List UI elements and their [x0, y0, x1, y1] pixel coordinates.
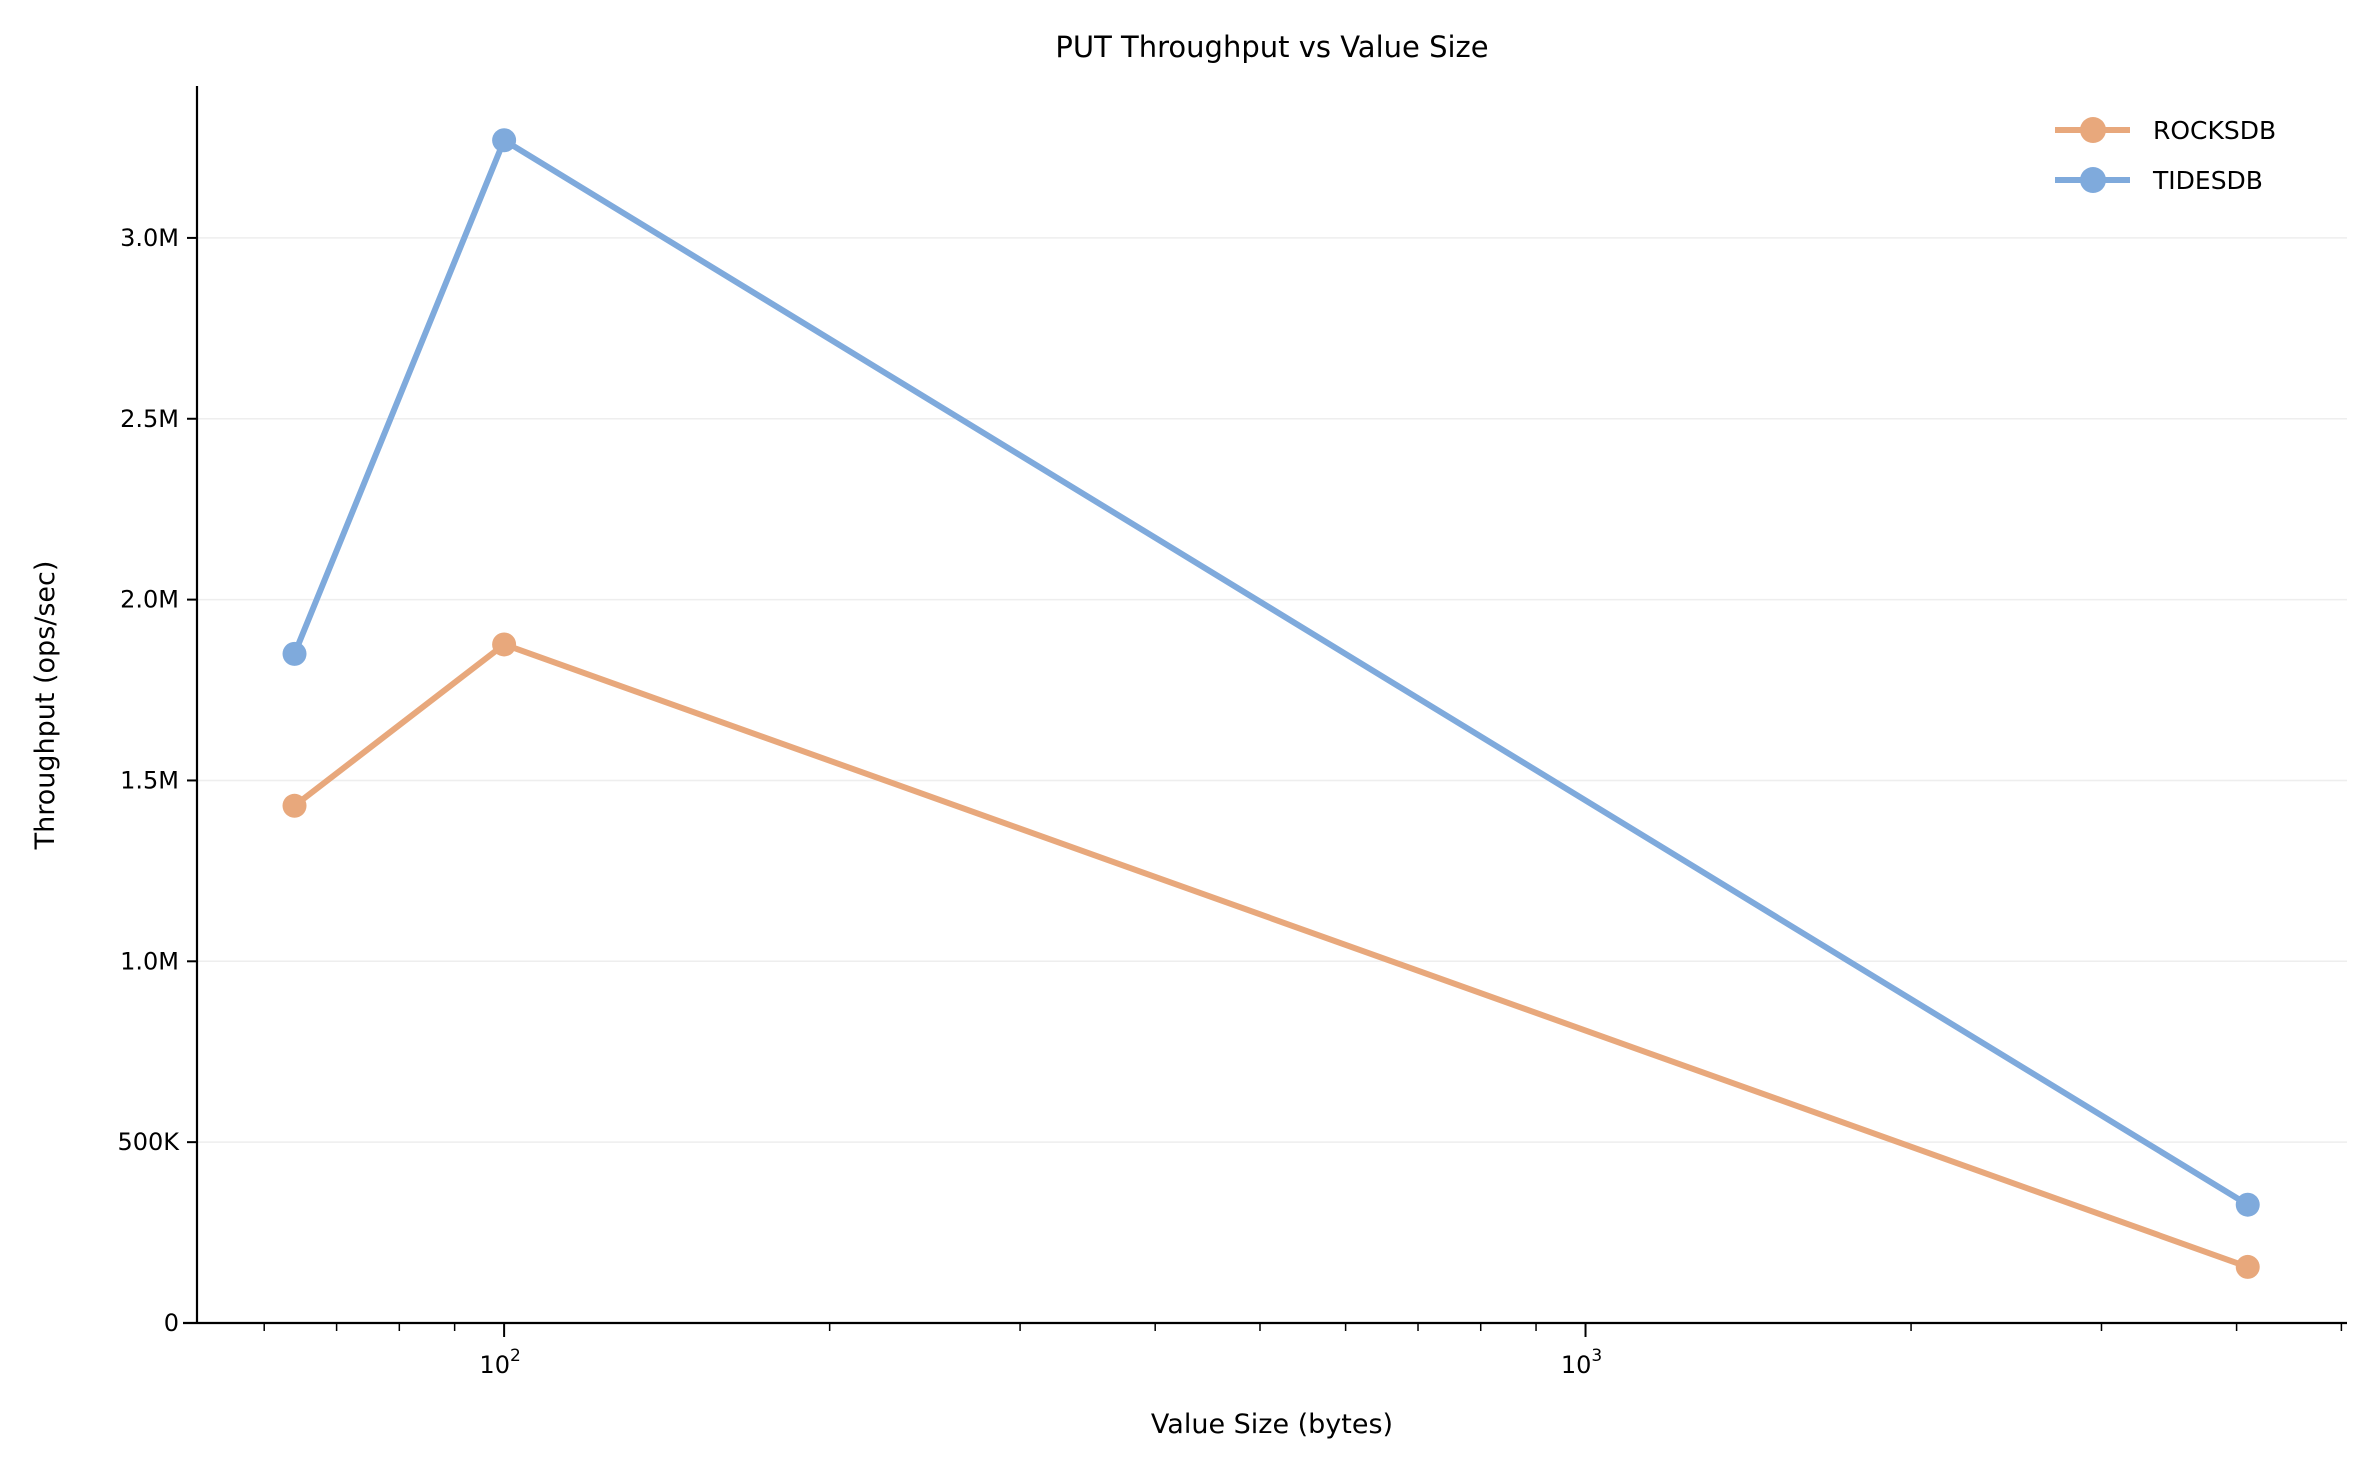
y-tick-label: 0	[164, 1309, 179, 1337]
legend-label-tidesdb: TIDESDB	[2152, 166, 2263, 195]
grid	[197, 237, 2347, 1143]
x-axis-label: Value Size (bytes)	[1151, 1409, 1393, 1440]
data-point-tidesdb	[282, 641, 307, 666]
data-point-rocksdb	[282, 793, 307, 818]
axes: 0 500K 1.0M 1.5M 2.0M 2.5M 3.0M 102 103	[117, 86, 2347, 1379]
series-layer	[282, 128, 2260, 1279]
x-tick-label: 103	[1561, 1346, 1602, 1379]
y-tick-label: 3.0M	[120, 224, 179, 252]
y-axis-label: Throughput (ops/sec)	[30, 561, 61, 851]
series-line-rocksdb	[292, 641, 2249, 1270]
x-tick-label: 102	[479, 1346, 520, 1379]
data-point-tidesdb	[2235, 1192, 2260, 1217]
y-tick-label: 2.5M	[120, 405, 179, 433]
chart-title: PUT Throughput vs Value Size	[1055, 30, 1488, 64]
data-point-tidesdb	[492, 128, 517, 153]
data-point-rocksdb	[492, 632, 517, 657]
y-tick-label: 1.5M	[120, 766, 179, 794]
legend: ROCKSDB TIDESDB	[2055, 116, 2276, 195]
y-tick-label: 1.0M	[120, 947, 179, 975]
legend-marker-rocksdb	[2080, 117, 2106, 143]
y-tick-label: 500K	[117, 1128, 180, 1156]
data-point-rocksdb	[2235, 1254, 2260, 1279]
legend-label-rocksdb: ROCKSDB	[2153, 116, 2276, 145]
legend-marker-tidesdb	[2080, 167, 2106, 193]
y-tick-label: 2.0M	[120, 586, 179, 614]
